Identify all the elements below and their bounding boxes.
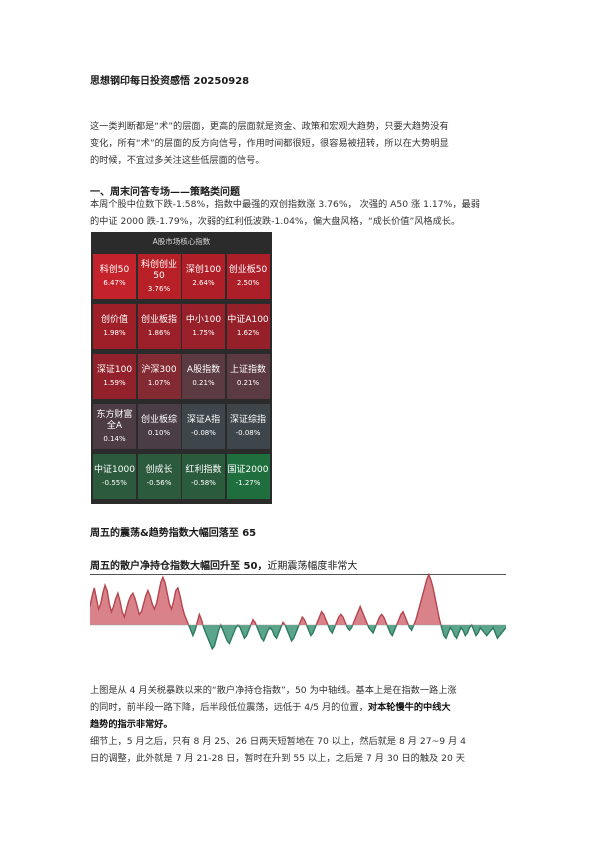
document-title: 思想钢印每日投资感悟 20250928 (90, 76, 250, 87)
heatmap-cell: 深创100 2.64% (182, 254, 225, 299)
heatmap-cell-value: -0.55% (102, 479, 127, 487)
heatmap-cell-value: 1.07% (147, 379, 171, 387)
heatmap-cell-name: 深证A指 (186, 415, 221, 425)
intro-line: 变化，所有“术”的层面的反方向信号，作用时间都很短，很容易被扭转，所以在大势明显 (90, 138, 449, 149)
explanation-bold: 对本轮慢牛的中线大 (367, 702, 451, 713)
explanation-line: 的同时，前半段一路下降，后半段低位震荡，远低于 4/5 月的位置，对本轮慢牛的中… (90, 699, 506, 716)
heatmap-cell: 上证指数 0.21% (226, 354, 270, 399)
heatmap-cell: 深证A指 -0.08% (182, 404, 225, 449)
retail-heading-rest: 近期震荡幅度非常大 (267, 561, 358, 572)
summary-line: 的中证 2000 跌-1.79%，次弱的红利低波跌-1.04%，偏大盘风格，“成… (90, 216, 461, 227)
section-heading-oscillation: 周五的震荡&趋势指数大幅回落至 65 (90, 528, 257, 539)
area-below-baseline (90, 625, 506, 649)
summary-line: 本周个股中位数下跌-1.58%，指数中最强的双创指数涨 3.76%， 次强的 A… (90, 199, 480, 210)
explanation-line: 上图是从 4 月关税暴跌以来的“散户净持仓指数”，50 为中轴线。基本上是在指数… (90, 685, 457, 696)
heatmap-cell-name: 深创100 (185, 265, 222, 275)
heatmap-cell-name: 深证综指 (229, 415, 266, 425)
section-heading-strategy: 一、周末问答专场——策略类问题 (90, 187, 240, 198)
heatmap-cell-value: 0.10% (147, 429, 171, 437)
heatmap-cell-value: 1.98% (103, 329, 126, 337)
heatmap-cell-name: 沪深300 (141, 365, 177, 375)
heatmap-cell-value: -1.27% (235, 479, 261, 487)
heatmap-cell-value: 0.21% (192, 379, 215, 387)
heatmap-cell-value: -0.58% (191, 479, 216, 487)
heatmap-cell: 中证1000 -0.55% (93, 454, 136, 499)
heatmap-cell-value: 0.14% (103, 434, 126, 443)
heatmap-cell-name: 国证2000 (227, 465, 269, 475)
heatmap-cell: 创成长 -0.56% (137, 454, 181, 499)
heatmap-cell-value: -0.08% (235, 429, 261, 437)
heatmap-cell-value: -0.08% (191, 429, 216, 437)
heatmap-cell-name: 创成长 (145, 465, 173, 475)
heatmap-title: A股市场核心指数 (152, 237, 211, 246)
retail-net-position-chart (90, 572, 506, 651)
heatmap-cell-value: 2.50% (236, 279, 260, 287)
intro-line: 的时候，不宜过多关注这些低层面的信号。 (90, 155, 265, 166)
section-heading-retail: 周五的散户净持仓指数大幅回升至 50，近期震荡幅度非常大 (90, 557, 506, 575)
heatmap-cell-value: 0.21% (236, 379, 260, 387)
series-line-above (90, 572, 473, 625)
heatmap-cell-name: 上证指数 (229, 365, 266, 375)
heatmap-cell: 创业板50 2.50% (226, 254, 270, 299)
heatmap-cell-name: 创业板综 (140, 415, 177, 425)
heatmap-cell-name: 科创创业50 (140, 259, 177, 281)
index-heatmap: A股市场核心指数 科创50 6.47% 科创创业50 3.76% 深创100 2.64% 创… (91, 232, 272, 504)
heatmap-cell-name: 中证1000 (94, 465, 135, 475)
heatmap-cell: 创业板综 0.10% (137, 404, 181, 449)
detail-line: 日的调整，此外就是 7 月 21-28 日，暂时在升到 55 以上，之后是 7 … (90, 753, 465, 764)
heatmap-cell-value: 6.47% (103, 279, 126, 287)
chart-explanation-paragraph: 上图是从 4 月关税暴跌以来的“散户净持仓指数”，50 为中轴线。基本上是在指数… (90, 682, 506, 733)
area-above-baseline (90, 574, 506, 625)
heatmap-cell: 创价值 1.98% (93, 304, 136, 349)
heatmap-cell: 创业板指 1.86% (137, 304, 181, 349)
detail-paragraph: 细节上，5 月之后，只有 8 月 25、26 日两天短暂地在 70 以上，然后就… (90, 733, 506, 767)
heatmap-cell-name: 创价值 (100, 315, 128, 325)
heatmap-cell-value: 2.64% (192, 279, 215, 287)
heatmap-cell-value: -0.56% (146, 479, 172, 487)
series-line-below (187, 625, 506, 651)
heatmap-cell-name: 东方财富全A (96, 409, 133, 431)
heatmap-cell-name: 中小100 (185, 315, 222, 325)
heatmap-cell-value: 1.62% (236, 329, 260, 337)
explanation-text: 的同时，前半段一路下降，后半段低位震荡，远低于 4/5 月的位置， (90, 702, 368, 713)
detail-line: 细节上，5 月之后，只有 8 月 25、26 日两天短暂地在 70 以上，然后就… (90, 736, 466, 747)
heatmap-cell: 中小100 1.75% (182, 304, 225, 349)
heatmap-cell-name: 创业板指 (140, 315, 177, 325)
heatmap-cell-value: 3.76% (147, 284, 171, 293)
heatmap-cell-name: 深证100 (96, 365, 133, 375)
heatmap-cell: 科创50 6.47% (93, 254, 136, 299)
heatmap-cell: 科创创业50 3.76% (137, 254, 181, 299)
explanation-bold-line: 趋势的指示非常好。 (90, 719, 173, 730)
heatmap-cell-name: 科创50 (99, 265, 130, 275)
intro-line: 这一类判断都是“术”的层面，更高的层面就是资金、政策和宏观大趋势，只要大趋势没有 (90, 121, 449, 132)
retail-heading-bold: 周五的散户净持仓指数大幅回升至 50， (90, 561, 268, 572)
heatmap-cell-name: 红利指数 (185, 465, 222, 475)
heatmap-cell: 东方财富全A 0.14% (93, 404, 136, 449)
heatmap-cell: A股指数 0.21% (182, 354, 225, 399)
weekly-summary-paragraph: 本周个股中位数下跌-1.58%，指数中最强的双创指数涨 3.76%， 次强的 A… (90, 196, 506, 230)
heatmap-cell: 沪深300 1.07% (137, 354, 181, 399)
heatmap-cell: 红利指数 -0.58% (182, 454, 225, 499)
heatmap-cell: 国证2000 -1.27% (226, 454, 270, 499)
heatmap-cell-name: A股指数 (186, 365, 221, 375)
heatmap-cell-name: 中证A100 (227, 315, 269, 325)
intro-paragraph: 这一类判断都是“术”的层面，更高的层面就是资金、政策和宏观大趋势，只要大趋势没有… (90, 118, 506, 169)
heatmap-cell: 深证100 1.59% (93, 354, 136, 399)
heatmap-cell: 中证A100 1.62% (226, 304, 270, 349)
heatmap-cell: 深证综指 -0.08% (226, 404, 270, 449)
heatmap-cell-value: 1.75% (192, 329, 215, 337)
heatmap-cell-value: 1.59% (103, 379, 126, 387)
heatmap-cell-name: 创业板50 (228, 265, 268, 275)
heatmap-cell-value: 1.86% (147, 329, 171, 337)
